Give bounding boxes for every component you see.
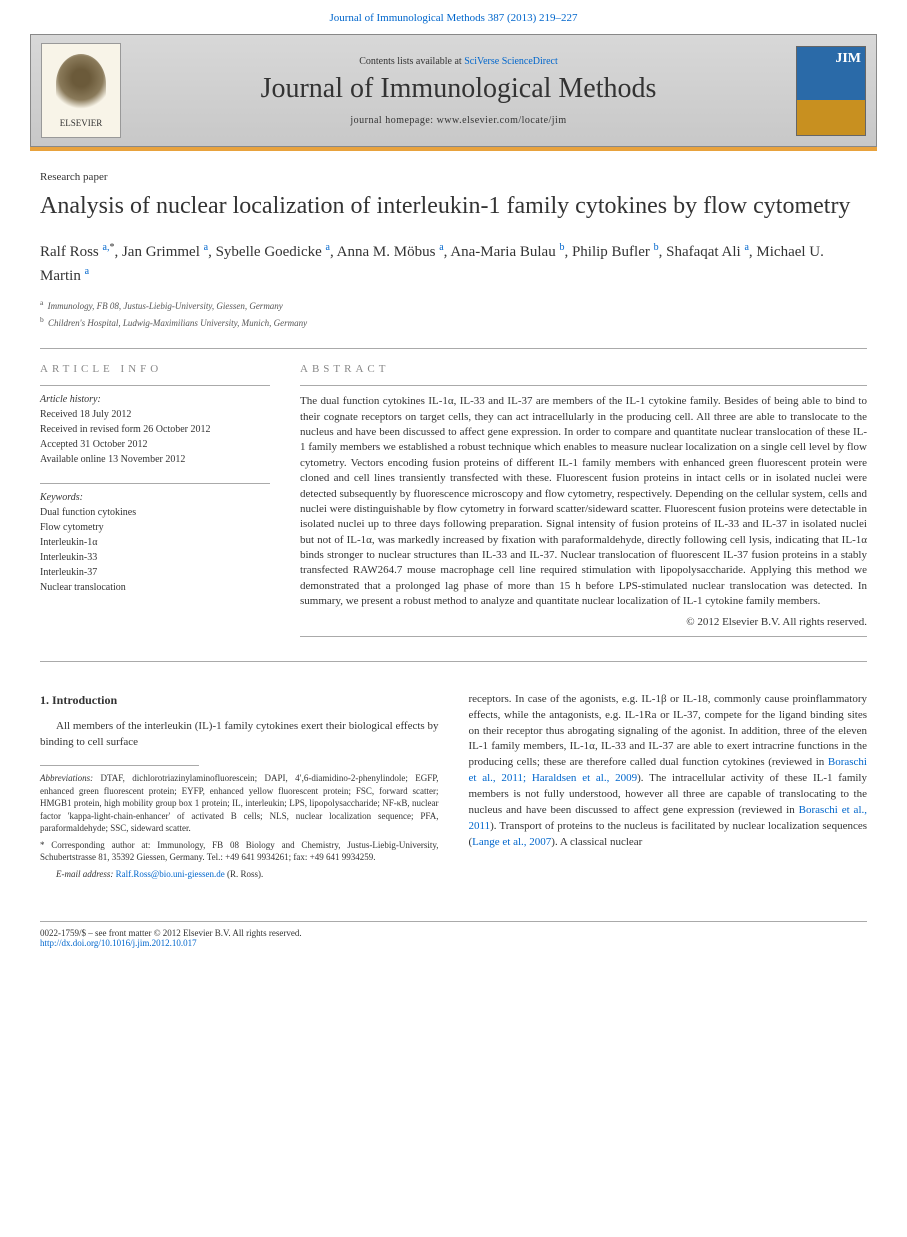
keywords-text: Dual function cytokinesFlow cytometryInt…: [40, 505, 270, 595]
email-label: E-mail address:: [56, 869, 113, 879]
journal-name: Journal of Immunological Methods: [121, 73, 796, 105]
author-list: Ralf Ross a,*, Jan Grimmel a, Sybelle Go…: [40, 240, 867, 287]
abstract-column: ABSTRACT The dual function cytokines IL-…: [300, 363, 867, 636]
article-type: Research paper: [40, 171, 867, 183]
abbrev-label: Abbreviations:: [40, 773, 93, 783]
article-info-column: ARTICLE INFO Article history: Received 1…: [40, 363, 270, 636]
elsevier-logo[interactable]: ELSEVIER: [41, 43, 121, 138]
elsevier-tree-icon: [56, 54, 106, 114]
bottom-bar: 0022-1759/$ – see front matter © 2012 El…: [40, 921, 867, 948]
abbrev-text: DTAF, dichlorotriazinylaminofluorescein;…: [40, 773, 439, 833]
affiliation-list: a Immunology, FB 08, Justus-Liebig-Unive…: [40, 297, 867, 330]
intro-para-2: receptors. In case of the agonists, e.g.…: [469, 692, 868, 851]
email-suffix: (R. Ross).: [225, 869, 264, 879]
homepage-prefix: journal homepage:: [350, 115, 436, 126]
body-divider: [40, 661, 867, 662]
body-left-column: 1. Introduction All members of the inter…: [40, 692, 439, 881]
journal-cover-thumbnail[interactable]: JIM: [796, 46, 866, 136]
article-info-heading: ARTICLE INFO: [40, 363, 270, 375]
email-link[interactable]: Ralf.Ross@bio.uni-giessen.de: [116, 869, 225, 879]
email-footnote: E-mail address: Ralf.Ross@bio.uni-giesse…: [40, 868, 439, 881]
abstract-copyright: © 2012 Elsevier B.V. All rights reserved…: [300, 616, 867, 628]
corresponding-author-footnote: * Corresponding author at: Immunology, F…: [40, 839, 439, 864]
intro-para-1: All members of the interleukin (IL)-1 fa…: [40, 719, 439, 751]
corr-label: * Corresponding author at:: [40, 840, 150, 850]
article-history-block: Article history: Received 18 July 2012Re…: [40, 385, 270, 467]
abstract-divider: [300, 385, 867, 386]
article-content: Research paper Analysis of nuclear local…: [0, 151, 907, 901]
page-citation-header: Journal of Immunological Methods 387 (20…: [0, 0, 907, 24]
history-text: Received 18 July 2012Received in revised…: [40, 407, 270, 467]
sciencedirect-link[interactable]: SciVerse ScienceDirect: [464, 56, 558, 67]
abstract-text: The dual function cytokines IL-1α, IL-33…: [300, 394, 867, 609]
contents-prefix: Contents lists available at: [359, 56, 464, 67]
article-title: Analysis of nuclear localization of inte…: [40, 191, 867, 222]
info-abstract-row: ARTICLE INFO Article history: Received 1…: [40, 363, 867, 636]
homepage-url[interactable]: www.elsevier.com/locate/jim: [437, 115, 567, 126]
cover-label: JIM: [835, 51, 861, 67]
journal-banner: ELSEVIER Contents lists available at Sci…: [30, 34, 877, 147]
contents-line: Contents lists available at SciVerse Sci…: [121, 56, 796, 67]
body-right-column: receptors. In case of the agonists, e.g.…: [469, 692, 868, 881]
doi-link[interactable]: http://dx.doi.org/10.1016/j.jim.2012.10.…: [40, 938, 197, 948]
ref-link-3[interactable]: Lange et al., 2007: [472, 836, 551, 848]
section-divider: [40, 348, 867, 349]
journal-homepage: journal homepage: www.elsevier.com/locat…: [121, 115, 796, 126]
abbreviations-footnote: Abbreviations: DTAF, dichlorotriazinylam…: [40, 772, 439, 835]
history-label: Article history:: [40, 394, 270, 405]
footnote-divider: [40, 765, 199, 766]
issn-line: 0022-1759/$ – see front matter © 2012 El…: [40, 928, 867, 938]
citation-text[interactable]: Journal of Immunological Methods 387 (20…: [329, 12, 577, 24]
abstract-heading: ABSTRACT: [300, 363, 867, 375]
keywords-block: Keywords: Dual function cytokinesFlow cy…: [40, 483, 270, 595]
banner-center: Contents lists available at SciVerse Sci…: [121, 56, 796, 126]
body-two-column: 1. Introduction All members of the inter…: [40, 692, 867, 881]
keywords-label: Keywords:: [40, 492, 270, 503]
abstract-bottom-divider: [300, 636, 867, 637]
elsevier-label: ELSEVIER: [60, 118, 103, 128]
intro-heading: 1. Introduction: [40, 692, 439, 709]
